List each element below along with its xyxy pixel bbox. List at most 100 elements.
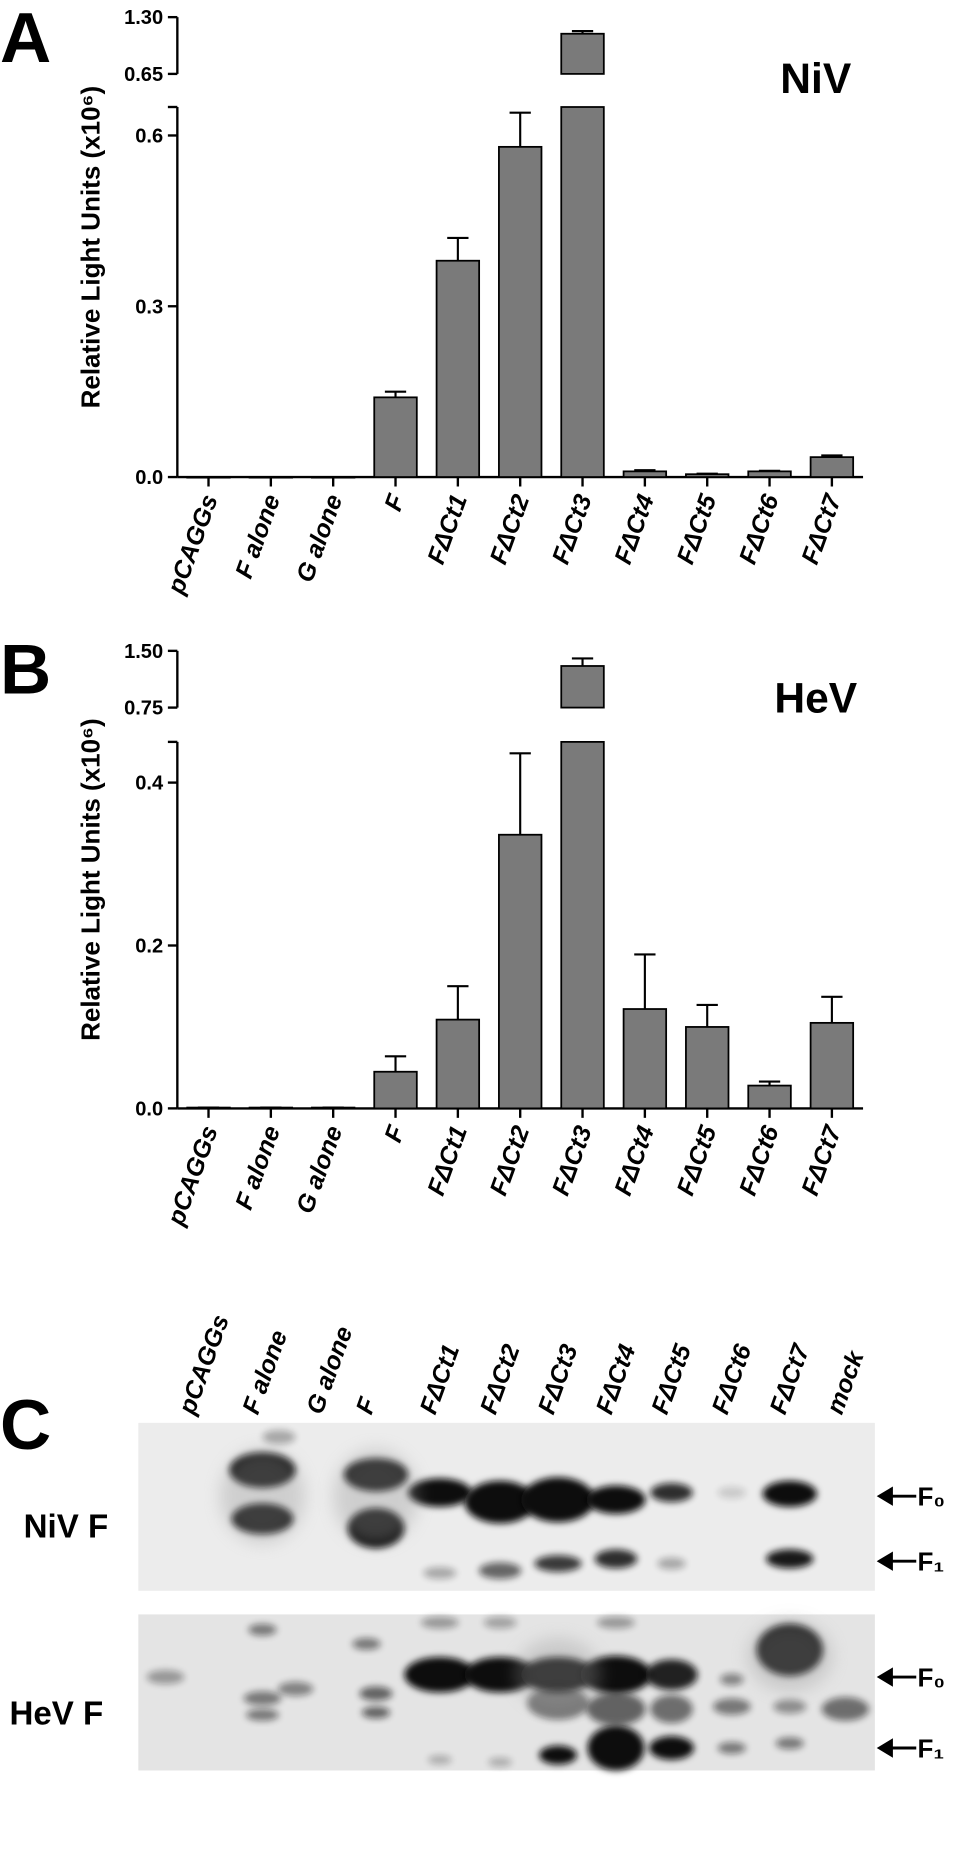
lane-label: FΔCt5 bbox=[647, 1340, 697, 1418]
smear bbox=[333, 1448, 419, 1544]
y-tick-label: 1.50 bbox=[124, 641, 163, 663]
chart-title: HeV bbox=[774, 674, 857, 722]
error-bar bbox=[758, 469, 781, 472]
smear bbox=[747, 1620, 833, 1692]
band bbox=[645, 1659, 698, 1691]
error-bar bbox=[634, 469, 656, 472]
y-tick-label: 0.4 bbox=[135, 773, 164, 795]
row-label: NiV F bbox=[24, 1509, 109, 1546]
band bbox=[407, 1478, 472, 1507]
chart-title: NiV bbox=[780, 55, 852, 103]
band-label: F₁ bbox=[917, 1733, 944, 1763]
bar bbox=[809, 1021, 855, 1110]
band bbox=[352, 1638, 381, 1650]
x-tick-label: F alone bbox=[231, 1122, 286, 1213]
band bbox=[478, 1562, 522, 1579]
band bbox=[146, 1669, 185, 1685]
band bbox=[361, 1706, 391, 1719]
bar bbox=[622, 1008, 668, 1110]
x-tick-label: FΔCt1 bbox=[423, 1122, 473, 1199]
error-bar bbox=[509, 752, 531, 835]
band bbox=[594, 1549, 638, 1569]
band bbox=[404, 1656, 476, 1693]
lane-label: F bbox=[351, 1394, 382, 1418]
bar bbox=[685, 1026, 730, 1110]
error-bar bbox=[696, 472, 718, 475]
x-tick-label: FΔCt1 bbox=[423, 491, 473, 568]
band bbox=[717, 1486, 747, 1499]
y-tick-label: 0.3 bbox=[135, 296, 163, 318]
band bbox=[650, 1694, 693, 1724]
error-bar bbox=[384, 390, 407, 398]
band bbox=[657, 1557, 686, 1570]
band bbox=[775, 1737, 804, 1750]
bar bbox=[560, 740, 605, 1110]
lane-label: FΔCt2 bbox=[476, 1341, 526, 1418]
band bbox=[762, 1480, 817, 1507]
band bbox=[245, 1708, 280, 1721]
lane-label: FΔCt6 bbox=[707, 1341, 757, 1418]
y-tick-label: 0.6 bbox=[135, 126, 163, 148]
x-tick-label: F bbox=[380, 1122, 411, 1146]
lane-label: G alone bbox=[302, 1323, 359, 1418]
band bbox=[539, 1745, 577, 1765]
y-tick-label: 1.30 bbox=[124, 7, 163, 29]
bar bbox=[747, 1084, 792, 1110]
error-bar bbox=[634, 953, 656, 1010]
x-tick-label: FΔCt5 bbox=[672, 490, 722, 568]
lane-label: FΔCt1 bbox=[415, 1341, 465, 1418]
band bbox=[420, 1616, 459, 1629]
bar bbox=[373, 396, 418, 478]
band bbox=[586, 1485, 646, 1514]
error-bar bbox=[696, 1003, 718, 1027]
bar bbox=[622, 470, 668, 478]
bar bbox=[373, 1070, 418, 1110]
y-tick-label: 0.2 bbox=[135, 936, 163, 958]
smear bbox=[515, 1638, 601, 1709]
y-axis-label: Relative Light Units (x10⁶) bbox=[75, 86, 105, 409]
band bbox=[248, 1623, 277, 1636]
band bbox=[597, 1616, 635, 1629]
band bbox=[717, 1742, 747, 1754]
y-tick-label: 0.0 bbox=[135, 467, 163, 489]
x-tick-label: FΔCt3 bbox=[548, 1122, 598, 1199]
error-bar bbox=[821, 995, 843, 1023]
x-tick-label: F alone bbox=[231, 491, 286, 582]
bar bbox=[747, 470, 792, 478]
band bbox=[720, 1673, 744, 1686]
error-bar bbox=[571, 30, 594, 34]
lane-label: FΔCt3 bbox=[534, 1341, 584, 1418]
x-tick-label: G alone bbox=[292, 491, 349, 586]
row-label: HeV F bbox=[9, 1695, 103, 1732]
band bbox=[262, 1429, 296, 1445]
blot-bands bbox=[146, 1429, 869, 1771]
band bbox=[650, 1483, 693, 1503]
x-tick-label: FΔCt5 bbox=[672, 1121, 722, 1199]
panel-label: C bbox=[0, 1386, 51, 1465]
x-tick-label: F bbox=[380, 490, 411, 514]
band bbox=[534, 1555, 582, 1572]
error-bar bbox=[571, 657, 594, 666]
band bbox=[483, 1616, 517, 1629]
panel-label: A bbox=[0, 0, 51, 78]
band bbox=[277, 1681, 314, 1696]
panel-label: B bbox=[0, 630, 51, 709]
x-tick-label: FΔCt2 bbox=[485, 1122, 535, 1199]
lane-label: FΔCt7 bbox=[765, 1340, 815, 1418]
band bbox=[587, 1725, 645, 1771]
band bbox=[773, 1699, 807, 1714]
x-tick-label: pCAGGs bbox=[163, 1122, 224, 1229]
band bbox=[649, 1736, 694, 1760]
x-tick-label: G alone bbox=[292, 1122, 349, 1217]
bar bbox=[560, 665, 605, 709]
smear bbox=[219, 1448, 306, 1544]
error-bar bbox=[384, 1055, 407, 1072]
error-bar bbox=[509, 111, 531, 147]
x-tick-label: FΔCt7 bbox=[797, 1121, 847, 1199]
y-tick-label: 0.65 bbox=[124, 64, 163, 86]
error-bar bbox=[447, 985, 469, 1020]
bar bbox=[498, 145, 543, 478]
lane-label: F alone bbox=[238, 1327, 293, 1418]
bar bbox=[560, 106, 605, 478]
